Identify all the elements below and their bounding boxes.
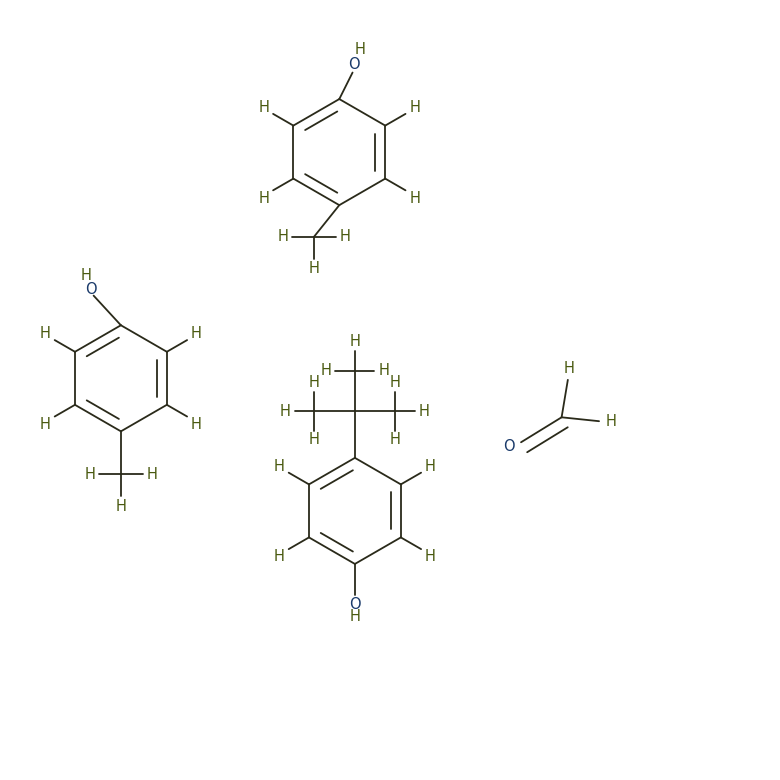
Text: O: O (349, 57, 360, 73)
Text: H: H (321, 363, 332, 378)
Text: H: H (191, 326, 202, 342)
Text: O: O (86, 282, 97, 297)
Text: H: H (355, 41, 366, 57)
Text: H: H (274, 549, 285, 565)
Text: H: H (309, 432, 320, 448)
Text: H: H (258, 100, 269, 115)
Text: H: H (410, 100, 420, 115)
Text: H: H (191, 417, 202, 432)
Text: H: H (425, 459, 436, 474)
Text: H: H (40, 326, 51, 342)
Text: H: H (115, 498, 126, 514)
Text: H: H (80, 268, 91, 283)
Text: H: H (564, 360, 575, 376)
Text: H: H (40, 417, 51, 432)
Text: H: H (378, 363, 389, 378)
Text: H: H (309, 374, 320, 390)
Text: H: H (258, 190, 269, 206)
Text: H: H (280, 403, 291, 419)
Text: H: H (410, 190, 420, 206)
Text: O: O (349, 597, 360, 612)
Text: H: H (390, 374, 401, 390)
Text: H: H (425, 549, 436, 565)
Text: H: H (390, 432, 401, 448)
Text: H: H (278, 229, 288, 244)
Text: H: H (349, 609, 360, 625)
Text: H: H (274, 459, 285, 474)
Text: H: H (605, 413, 616, 429)
Text: H: H (349, 334, 360, 349)
Text: O: O (503, 439, 514, 455)
Text: H: H (340, 229, 350, 244)
Text: H: H (309, 261, 319, 276)
Text: H: H (147, 466, 158, 482)
Text: H: H (419, 403, 430, 419)
Text: H: H (84, 466, 95, 482)
